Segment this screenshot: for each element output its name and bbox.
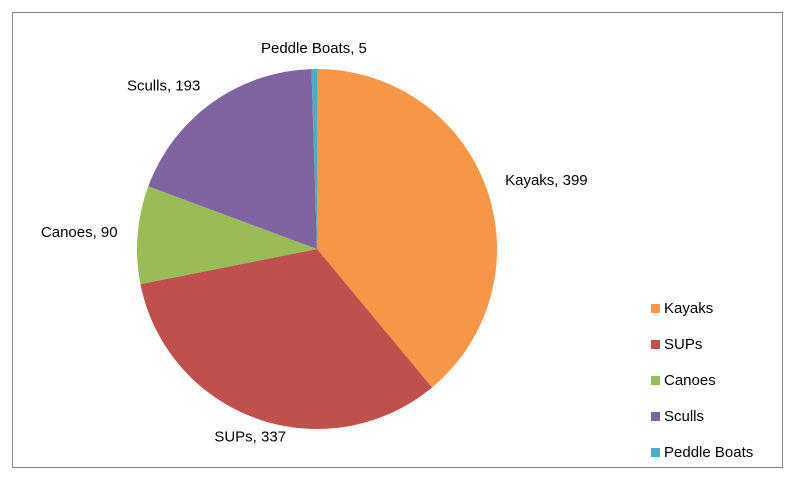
data-label: Peddle Boats, 5: [261, 40, 367, 57]
legend-swatch: [651, 304, 660, 313]
legend-swatch: [651, 340, 660, 349]
pie-slice: [140, 249, 433, 429]
legend-swatch: [651, 376, 660, 385]
legend-label: SUPs: [664, 336, 702, 353]
legend-swatch: [651, 412, 660, 421]
data-label: Kayaks, 399: [505, 172, 588, 189]
legend-label: Canoes: [664, 372, 716, 389]
legend-label: Kayaks: [664, 300, 713, 317]
pie-slice: [317, 69, 498, 388]
pie-slice: [148, 69, 317, 249]
pie-slice: [136, 186, 317, 285]
data-label: SUPs, 337: [214, 428, 286, 445]
pie-slice: [311, 69, 317, 249]
legend-label: Sculls: [664, 408, 704, 425]
legend-label: Peddle Boats: [664, 444, 753, 461]
legend-swatch: [651, 448, 660, 457]
data-label: Sculls, 193: [127, 78, 200, 95]
data-label: Canoes, 90: [41, 224, 118, 241]
